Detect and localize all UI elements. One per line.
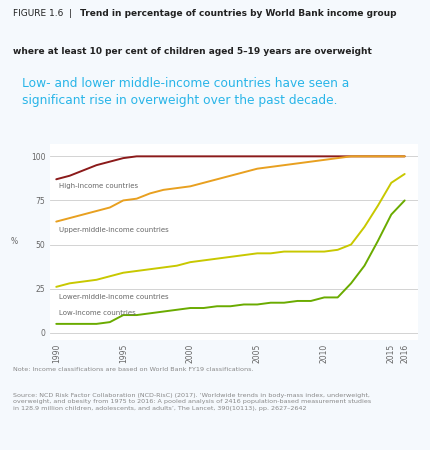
Text: %: % xyxy=(11,238,18,247)
Text: FIGURE 1.6  |: FIGURE 1.6 | xyxy=(13,9,78,18)
Text: High-income countries: High-income countries xyxy=(59,183,138,189)
Text: Low- and lower middle-income countries have seen a
significant rise in overweigh: Low- and lower middle-income countries h… xyxy=(22,77,348,107)
Text: Source: NCD Risk Factor Collaboration (NCD-RisC) (2017). ‘Worldwide trends in bo: Source: NCD Risk Factor Collaboration (N… xyxy=(13,393,370,411)
Text: where at least 10 per cent of children aged 5–19 years are overweight: where at least 10 per cent of children a… xyxy=(13,47,371,56)
Text: Trend in percentage of countries by World Bank income group: Trend in percentage of countries by Worl… xyxy=(80,9,395,18)
Text: Lower-middle-income countries: Lower-middle-income countries xyxy=(59,294,168,301)
Text: Low-income countries: Low-income countries xyxy=(59,310,135,316)
Text: Upper-middle-income countries: Upper-middle-income countries xyxy=(59,227,168,234)
Text: Note: Income classifications are based on World Bank FY19 classifications.: Note: Income classifications are based o… xyxy=(13,367,253,372)
